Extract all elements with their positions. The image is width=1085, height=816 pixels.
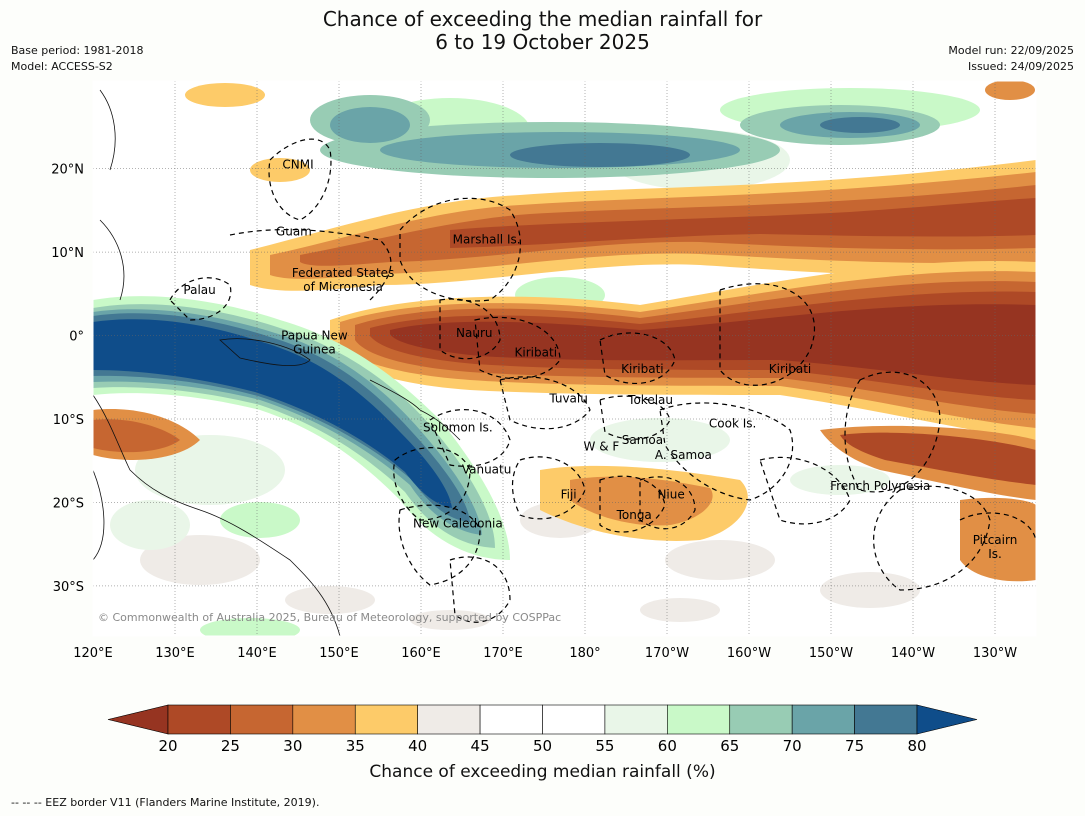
lat-tick-label: 20°S (53, 496, 84, 511)
lon-tick-label: 140°E (237, 646, 277, 661)
copyright-notice: © Commonwealth of Australia 2025, Bureau… (98, 611, 561, 624)
place-label: Kiribati (515, 345, 557, 359)
latitude-ticks: 20°N 10°N 0° 10°S 20°S 30°S (51, 163, 84, 595)
colorbar-segment (479, 704, 543, 735)
colorbar-extend-low (107, 704, 169, 735)
colorbar-segment (354, 704, 418, 735)
place-label: Niue (657, 487, 684, 501)
colorbar-tick-label: 20 (158, 737, 177, 755)
colorbar-tick-label: 40 (408, 737, 427, 755)
colorbar-segment (230, 704, 294, 735)
coastlines (93, 89, 461, 636)
lon-tick-label: 170°E (483, 646, 523, 661)
colorbar-segment (604, 704, 668, 735)
place-label: Guam (276, 224, 312, 238)
lon-tick-label: 170°W (645, 646, 689, 661)
place-label: Is. (988, 547, 1002, 561)
colorbar-segment (667, 704, 731, 735)
colorbar-segment (542, 704, 606, 735)
colorbar-label: Chance of exceeding median rainfall (%) (369, 762, 716, 782)
place-label: New Caledonia (413, 517, 503, 531)
colorbar-tick-label: 80 (907, 737, 926, 755)
title-line-2: 6 to 19 October 2025 (435, 30, 650, 54)
place-label: Pitcairn (973, 533, 1018, 547)
map-title: Chance of exceeding the median rainfall … (0, 8, 1085, 54)
colorbar-tick-label: 25 (221, 737, 240, 755)
place-label: Nauru (456, 326, 492, 340)
colorbar-tick-label: 35 (346, 737, 365, 755)
model-name: Model: ACCESS-S2 (11, 60, 113, 73)
lon-tick-label: 160°E (401, 646, 441, 661)
lat-tick-label: 0° (69, 330, 84, 345)
lat-tick-label: 30°S (53, 580, 84, 595)
equatorial-dry-band (330, 260, 1036, 440)
lon-tick-label: 150°E (319, 646, 359, 661)
issued-date: Issued: 24/09/2025 (967, 60, 1074, 73)
lat-tick-label: 20°N (51, 163, 84, 178)
place-label: CNMI (282, 158, 313, 172)
colorbar: 20 25 30 35 40 45 50 55 60 65 70 75 80 (107, 704, 978, 755)
colorbar-segment (292, 704, 356, 735)
place-label: Vanuatu (462, 462, 512, 476)
colorbar-extend-high (916, 704, 978, 735)
map-frame (92, 80, 1037, 637)
place-label: Samoa (622, 433, 663, 447)
lon-tick-label: 140°W (891, 646, 935, 661)
place-label: Tuvalu (548, 391, 588, 405)
lon-tick-label: 150°W (809, 646, 853, 661)
lat-tick-label: 10°S (53, 413, 84, 428)
model-run: Model run: 22/09/2025 (948, 44, 1074, 57)
base-period: Base period: 1981-2018 (11, 44, 144, 57)
colorbar-tick-label: 45 (471, 737, 490, 755)
colorbar-tick-label: 55 (595, 737, 614, 755)
place-label: Kiribati (769, 362, 811, 376)
place-label: A. Samoa (655, 448, 712, 462)
colorbar-tick-label: 60 (658, 737, 677, 755)
place-label: Marshall Is. (453, 233, 521, 247)
lon-tick-label: 160°W (727, 646, 771, 661)
lon-tick-label: 120°E (73, 646, 113, 661)
place-label: Fiji (561, 487, 577, 501)
place-label: French Polynesia (830, 479, 930, 493)
gridlines (93, 81, 1036, 636)
place-label: Palau (183, 283, 215, 297)
western-wet-band (93, 296, 510, 560)
colorbar-segment (791, 704, 855, 735)
lat-tick-label: 10°N (51, 246, 84, 261)
lon-tick-label: 130°W (973, 646, 1017, 661)
place-label: Kiribati (621, 362, 663, 376)
base-info: Base period: 1981-2018 Model: ACCESS-S2 (11, 43, 143, 75)
place-label: Guinea (293, 343, 336, 357)
eez-legend-note: -- -- -- EEZ border V11 (Flanders Marine… (11, 796, 320, 809)
grey-patches (140, 502, 920, 630)
colorbar-segment (167, 704, 231, 735)
colorbar-segment (417, 704, 481, 735)
place-label: Federated States (292, 266, 394, 280)
colorbar-segment (854, 704, 918, 735)
longitude-ticks: 120°E 130°E 140°E 150°E 160°E 170°E 180° 170°W 1… (73, 646, 1017, 661)
place-label: Cook Is. (709, 416, 756, 430)
lon-tick-label: 130°E (155, 646, 195, 661)
dark-teal-patches (510, 117, 900, 167)
colorbar-segment (729, 704, 793, 735)
place-label: of Micronesia (303, 280, 383, 294)
place-label: Tokelau (627, 393, 673, 407)
place-label: W & F (584, 440, 620, 454)
place-label: Solomon Is. (423, 421, 493, 435)
place-label: Tonga (616, 508, 652, 522)
colorbar-tick-label: 50 (533, 737, 552, 755)
eez-borders (169, 138, 1036, 623)
place-label: Papua New (281, 329, 348, 343)
colorbar-tick-label: 70 (783, 737, 802, 755)
colorbar-tick-label: 30 (283, 737, 302, 755)
colorbar-tick-label: 65 (720, 737, 739, 755)
northern-dry-band (250, 160, 1036, 291)
title-line-1: Chance of exceeding the median rainfall … (322, 7, 763, 31)
colorbar-tick-label: 75 (845, 737, 864, 755)
lon-tick-label: 180° (569, 646, 600, 661)
run-info: Model run: 22/09/2025 Issued: 24/09/2025 (948, 43, 1074, 75)
